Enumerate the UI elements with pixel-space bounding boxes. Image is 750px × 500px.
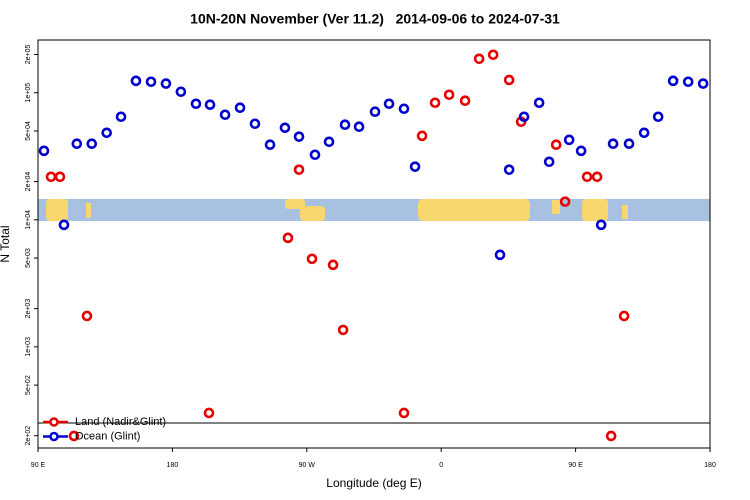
- point: [249, 118, 261, 130]
- point: [443, 89, 455, 101]
- y-tick-label: 1e+04: [25, 210, 32, 230]
- point: [543, 156, 555, 168]
- point: [234, 102, 246, 114]
- y-tick-label: 5e+03: [25, 248, 32, 268]
- legend-marker: [49, 417, 59, 427]
- point: [503, 164, 515, 175]
- point: [595, 219, 607, 231]
- point: [459, 95, 471, 107]
- chart-title: 10N-20N November (Ver 11.2) 2014-09-06 t…: [190, 11, 560, 27]
- point: [652, 111, 664, 123]
- point: [38, 145, 50, 157]
- point: [264, 139, 276, 150]
- point: [494, 249, 506, 261]
- y-tick-label: 1e+03: [25, 337, 32, 357]
- point: [130, 75, 142, 87]
- point: [175, 86, 187, 98]
- point: [323, 136, 335, 148]
- point: [293, 131, 305, 142]
- x-tick-label: 180: [704, 462, 716, 469]
- point: [473, 53, 485, 65]
- point: [429, 97, 441, 109]
- point: [581, 171, 593, 183]
- point: [398, 407, 410, 419]
- point: [623, 138, 635, 150]
- point: [160, 78, 172, 89]
- legend-label: Ocean (Glint): [75, 430, 140, 442]
- point: [559, 196, 571, 207]
- point: [638, 127, 650, 139]
- point: [697, 78, 709, 89]
- x-tick-label: 180: [167, 462, 179, 469]
- point: [353, 121, 365, 133]
- point: [309, 149, 321, 161]
- x-tick-label: 0: [439, 462, 443, 469]
- point: [369, 106, 381, 118]
- point: [682, 76, 694, 88]
- y-tick-label: 5e+04: [25, 121, 32, 141]
- point: [327, 259, 339, 271]
- point: [605, 430, 617, 442]
- point: [563, 134, 575, 146]
- point: [339, 119, 351, 131]
- x-tick-label: 90 E: [568, 462, 583, 469]
- x-axis-label: Longitude (deg E): [326, 476, 421, 490]
- point: [86, 138, 98, 150]
- legend-label: Land (Nadir&Glint): [75, 416, 166, 428]
- point: [607, 138, 619, 150]
- point: [667, 75, 679, 87]
- legend-marker: [49, 431, 59, 442]
- point: [54, 171, 66, 183]
- point: [337, 324, 349, 336]
- point: [71, 138, 83, 150]
- point: [219, 109, 231, 121]
- point: [575, 145, 587, 157]
- point: [203, 407, 215, 419]
- point: [145, 76, 157, 88]
- x-tick-label: 90 W: [299, 462, 316, 469]
- point: [383, 98, 395, 110]
- point: [487, 49, 499, 61]
- point: [68, 430, 80, 442]
- y-tick-label: 2e+04: [25, 172, 32, 192]
- map-band: [38, 199, 710, 221]
- y-tick-label: 5e+02: [25, 375, 32, 395]
- point: [204, 99, 216, 111]
- point: [293, 164, 305, 175]
- y-tick-label: 2e+05: [25, 45, 32, 65]
- y-tick-label: 2e+03: [25, 299, 32, 319]
- point: [45, 171, 57, 183]
- point: [618, 310, 630, 322]
- point: [398, 103, 410, 115]
- y-axis-label: N Total: [0, 225, 12, 262]
- point: [282, 232, 294, 244]
- point: [58, 219, 70, 231]
- plot-frame: [37, 39, 711, 449]
- x-tick-label: 90 E: [31, 462, 46, 469]
- y-tick-label: 2e+02: [25, 426, 32, 446]
- point: [550, 139, 562, 150]
- point: [306, 253, 318, 265]
- y-tick-label: 1e+05: [25, 83, 32, 103]
- point: [503, 74, 515, 86]
- point: [416, 130, 428, 142]
- point: [81, 310, 93, 322]
- point: [591, 171, 603, 183]
- point: [101, 127, 112, 139]
- point: [518, 111, 530, 123]
- point: [533, 97, 545, 109]
- point: [409, 161, 421, 172]
- point: [279, 122, 291, 134]
- point: [115, 111, 127, 123]
- point: [190, 98, 202, 110]
